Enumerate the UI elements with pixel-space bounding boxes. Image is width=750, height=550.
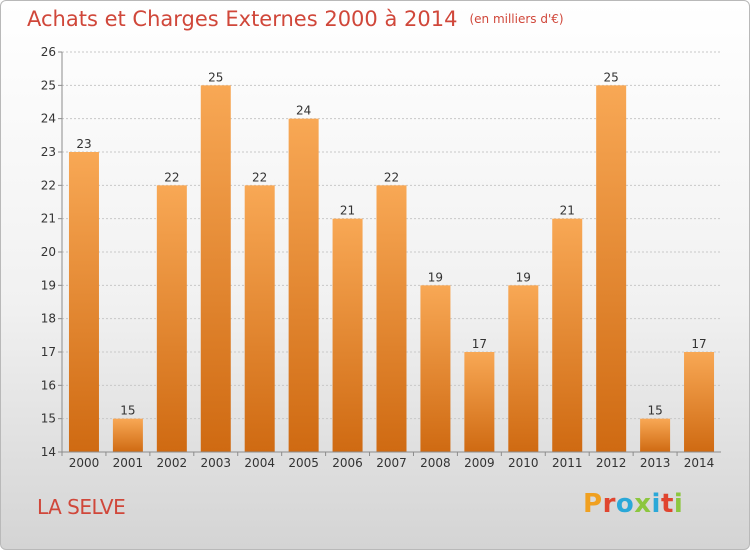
chart-title-line: Achats et Charges Externes 2000 à 2014 (e… bbox=[27, 7, 564, 31]
value-label-2006: 21 bbox=[340, 204, 355, 218]
bar-2005 bbox=[288, 118, 319, 453]
xtick-label-2007: 2007 bbox=[376, 456, 407, 470]
chart-unit: (en milliers d'€) bbox=[469, 12, 564, 26]
ytick-label-14: 14 bbox=[41, 445, 56, 459]
ytick-label-16: 16 bbox=[41, 378, 56, 392]
value-label-2002: 22 bbox=[164, 170, 179, 184]
ytick-label-21: 21 bbox=[41, 212, 56, 226]
ytick-label-25: 25 bbox=[41, 78, 56, 92]
bar-2001 bbox=[112, 418, 143, 452]
place-name: LA SELVE bbox=[37, 495, 126, 519]
ytick-label-24: 24 bbox=[41, 112, 56, 126]
value-label-2014: 17 bbox=[691, 337, 706, 351]
ytick-label-26: 26 bbox=[41, 45, 56, 59]
xtick-label-2003: 2003 bbox=[200, 456, 231, 470]
ytick-label-20: 20 bbox=[41, 245, 56, 259]
logo-letter: P bbox=[583, 489, 603, 519]
bar-2013 bbox=[640, 418, 671, 452]
xtick-label-2008: 2008 bbox=[420, 456, 451, 470]
ytick-label-19: 19 bbox=[41, 278, 56, 292]
bars bbox=[68, 85, 715, 453]
bar-2003 bbox=[200, 85, 231, 452]
logo-letter: o bbox=[615, 489, 635, 519]
chart-title: Achats et Charges Externes 2000 à 2014 bbox=[27, 7, 458, 31]
bar-2004 bbox=[244, 185, 275, 453]
xtick-label-2000: 2000 bbox=[69, 456, 100, 470]
ytick-label-17: 17 bbox=[41, 345, 56, 359]
xtick-label-2012: 2012 bbox=[596, 456, 627, 470]
labels: 14 15 16 17 18 19 20 21 22 23 24 25 26 23 2000 15 2001 22… bbox=[41, 45, 715, 470]
bar-2014 bbox=[684, 352, 715, 452]
logo-letter: i bbox=[651, 489, 661, 519]
ytick-label-22: 22 bbox=[41, 178, 56, 192]
logo-letter: r bbox=[602, 489, 616, 519]
xtick-label-2001: 2001 bbox=[113, 456, 144, 470]
bar-2000 bbox=[68, 152, 99, 452]
bar-2007 bbox=[376, 185, 407, 453]
ytick-label-18: 18 bbox=[41, 312, 56, 326]
logo-letter: x bbox=[634, 489, 652, 519]
value-label-2011: 21 bbox=[560, 204, 575, 218]
xtick-label-2006: 2006 bbox=[332, 456, 363, 470]
value-label-2013: 15 bbox=[647, 404, 662, 418]
xtick-label-2002: 2002 bbox=[157, 456, 188, 470]
bar-2008 bbox=[420, 285, 451, 452]
value-label-2010: 19 bbox=[516, 270, 531, 284]
xtick-label-2010: 2010 bbox=[508, 456, 539, 470]
value-label-2004: 22 bbox=[252, 170, 267, 184]
xtick-label-2011: 2011 bbox=[552, 456, 583, 470]
value-label-2003: 25 bbox=[208, 70, 223, 84]
value-label-2000: 23 bbox=[76, 137, 91, 151]
value-label-2007: 22 bbox=[384, 170, 399, 184]
value-label-2001: 15 bbox=[120, 404, 135, 418]
bar-2011 bbox=[552, 218, 583, 452]
xtick-label-2004: 2004 bbox=[244, 456, 275, 470]
xtick-label-2009: 2009 bbox=[464, 456, 495, 470]
bar-2010 bbox=[508, 285, 539, 452]
proxiti-logo[interactable]: Proxiti bbox=[583, 489, 683, 519]
xtick-label-2013: 2013 bbox=[640, 456, 671, 470]
logo-letter: t bbox=[660, 489, 674, 519]
bar-2009 bbox=[464, 352, 495, 452]
ytick-label-15: 15 bbox=[41, 412, 56, 426]
bar-2006 bbox=[332, 218, 363, 452]
value-label-2005: 24 bbox=[296, 104, 311, 118]
ytick-label-23: 23 bbox=[41, 145, 56, 159]
axes bbox=[58, 51, 721, 456]
bar-2012 bbox=[596, 85, 627, 452]
bar-2002 bbox=[156, 185, 187, 453]
xtick-label-2005: 2005 bbox=[288, 456, 319, 470]
value-label-2009: 17 bbox=[472, 337, 487, 351]
value-label-2012: 25 bbox=[604, 70, 619, 84]
xtick-label-2014: 2014 bbox=[684, 456, 715, 470]
logo-letter: i bbox=[673, 489, 684, 519]
value-label-2008: 19 bbox=[428, 270, 443, 284]
